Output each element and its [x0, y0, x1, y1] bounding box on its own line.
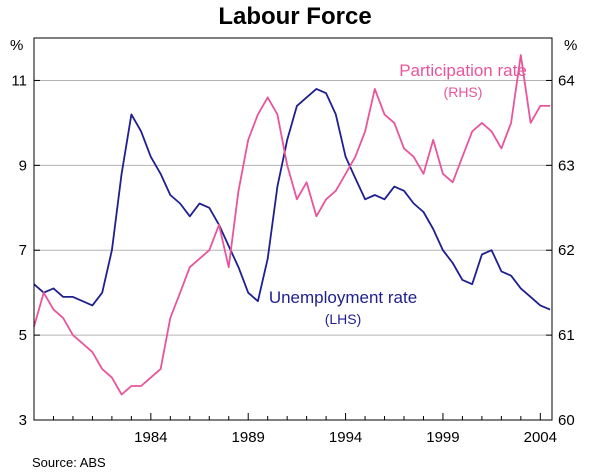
right-tick-label: 64 — [558, 72, 575, 89]
unemployment-rate-axis-label: (LHS) — [325, 311, 362, 327]
participation-rate-axis-label: (RHS) — [444, 84, 483, 100]
left-tick-label: 5 — [19, 327, 27, 344]
plot-frame — [33, 37, 553, 421]
series-lines — [33, 54, 551, 396]
x-tick-label: 1999 — [426, 429, 459, 446]
right-axis-unit: % — [564, 37, 577, 54]
right-tick-label: 62 — [558, 242, 575, 259]
chart-title: Labour Force — [218, 3, 371, 30]
x-tick-label: 1994 — [329, 429, 362, 446]
left-tick-label: 9 — [19, 157, 27, 174]
participation-rate-label: Participation rate — [399, 61, 527, 80]
left-tick-label: 11 — [11, 72, 27, 89]
unemployment-rate-line — [33, 88, 551, 311]
x-tick-label: 1984 — [134, 429, 167, 446]
unemployment-rate-label: Unemployment rate — [269, 288, 417, 307]
gridlines — [34, 79, 552, 336]
left-axis-ticks: 3 5 7 9 11 — [11, 72, 40, 429]
left-tick-label: 7 — [19, 242, 27, 259]
right-tick-label: 61 — [558, 327, 575, 344]
participation-rate-line — [33, 54, 551, 396]
x-tick-label: 1989 — [232, 429, 265, 446]
left-axis-unit: % — [10, 37, 23, 54]
right-tick-label: 60 — [558, 412, 575, 429]
left-tick-label: 3 — [19, 412, 27, 429]
x-axis-ticks: 1984 1989 1994 1999 2004 — [33, 413, 557, 446]
x-tick-label: 2004 — [524, 429, 557, 446]
source-note: Source: ABS — [32, 455, 106, 470]
right-axis-ticks: 60 61 62 63 64 — [546, 72, 575, 429]
right-tick-label: 63 — [558, 157, 575, 174]
